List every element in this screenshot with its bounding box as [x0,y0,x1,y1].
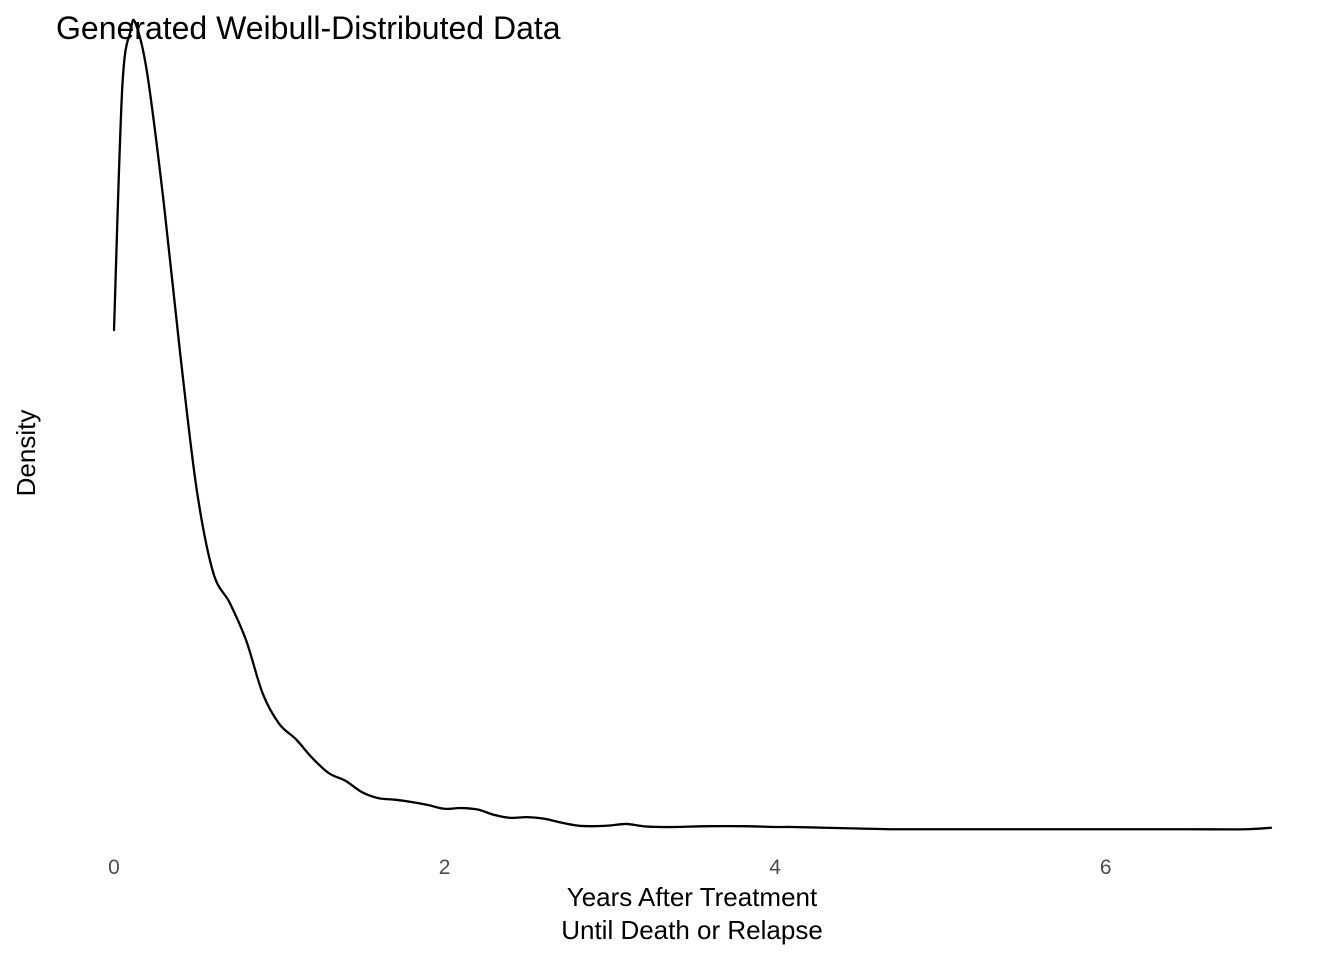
x-tick-label: 0 [108,856,120,879]
x-tick-label: 2 [439,856,451,879]
x-axis-label-line2: Until Death or Relapse [561,915,823,945]
x-tick-label: 4 [769,856,781,879]
density-line [112,18,1273,831]
x-tick-label: 6 [1100,856,1112,879]
y-axis-label: Density [11,410,41,497]
x-axis-label-line1: Years After Treatment [567,882,818,912]
x-axis-ticks: 0 2 4 6 [108,856,1111,879]
